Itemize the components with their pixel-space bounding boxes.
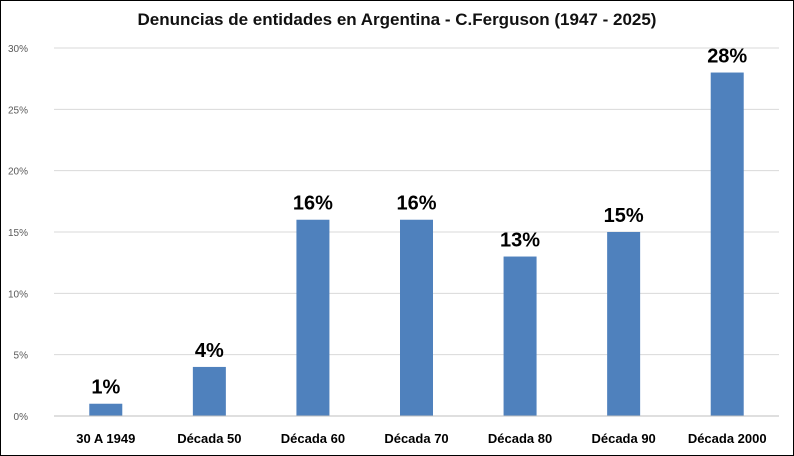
y-tick-label: 25% <box>8 105 28 116</box>
y-tick-label: 0% <box>14 412 29 423</box>
data-label: 16% <box>293 193 333 215</box>
x-tick-label: Década 70 <box>384 431 448 446</box>
y-tick-label: 10% <box>8 289 28 300</box>
chart-title: Denuncias de entidades en Argentina - C.… <box>137 10 657 29</box>
data-label: 28% <box>707 46 747 68</box>
bar <box>296 219 330 416</box>
y-tick-label: 30% <box>8 44 28 55</box>
x-tick-label: Década 2000 <box>688 431 767 446</box>
data-label: 15% <box>604 205 644 227</box>
x-tick-label: 30 A 1949 <box>76 431 135 446</box>
bar <box>89 403 123 416</box>
data-label: 13% <box>500 230 540 252</box>
data-label: 4% <box>195 340 224 362</box>
y-tick-label: 20% <box>8 167 28 178</box>
bar <box>607 232 641 416</box>
x-tick-label: Década 90 <box>591 431 655 446</box>
x-tick-label: Década 50 <box>177 431 241 446</box>
data-label: 16% <box>396 193 436 215</box>
y-tick-label: 5% <box>14 351 29 362</box>
y-tick-label: 15% <box>8 228 28 239</box>
bar <box>400 219 433 416</box>
bar <box>710 72 744 417</box>
bar <box>192 366 226 416</box>
x-tick-label: Década 60 <box>281 431 345 446</box>
x-tick-label: Década 80 <box>488 431 552 446</box>
bar <box>503 256 537 416</box>
data-label: 1% <box>91 377 120 399</box>
